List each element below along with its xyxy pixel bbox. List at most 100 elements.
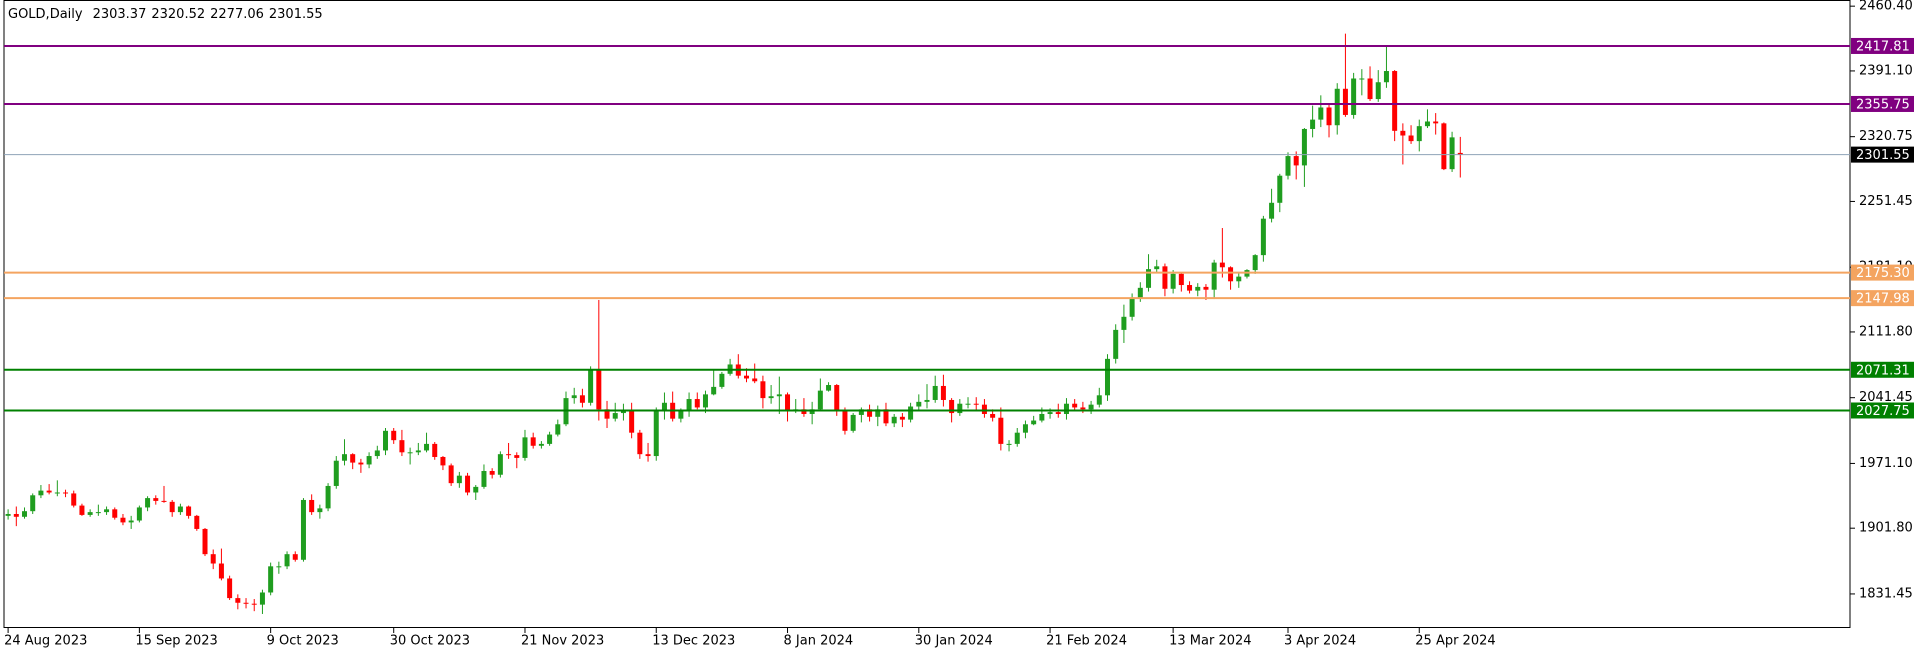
candle-body	[530, 437, 536, 446]
plot-frame	[3, 0, 1851, 628]
candle-body	[1014, 432, 1020, 444]
candle-body	[325, 485, 331, 509]
candle-body	[1162, 266, 1168, 289]
candle-body	[1441, 123, 1447, 170]
candle-body	[235, 598, 241, 603]
candle-body	[965, 403, 971, 405]
candle-body	[5, 513, 11, 516]
price-tag-label: 2301.55	[1856, 148, 1910, 163]
price-tag	[1851, 95, 1914, 112]
candle-body	[932, 385, 938, 400]
y-tick-label: 2111.80	[1859, 324, 1913, 339]
candle-body	[243, 602, 249, 604]
candle-body	[604, 409, 610, 419]
candle-body	[1457, 152, 1463, 155]
candle-body	[112, 509, 118, 518]
candle-body	[145, 498, 151, 508]
candle-body	[268, 566, 274, 593]
candle-body	[251, 603, 257, 605]
candle-body	[547, 434, 553, 444]
candle-body	[1236, 276, 1242, 282]
candle-body	[1252, 255, 1258, 271]
candle-body	[424, 443, 430, 451]
candle-body	[317, 508, 323, 513]
candle-body	[1031, 420, 1037, 425]
candle-body	[1293, 156, 1299, 166]
candle-body	[481, 471, 487, 487]
price-tag-label: 2355.75	[1856, 97, 1910, 112]
candle-body	[694, 399, 700, 408]
candle-body	[555, 424, 561, 435]
candle-body	[440, 456, 446, 466]
candle-body	[620, 410, 626, 414]
candle-body	[1088, 404, 1094, 410]
candle-body	[1022, 424, 1028, 433]
price-tag-label: 2071.31	[1856, 363, 1910, 378]
candle-body	[1392, 71, 1398, 131]
candle-body	[63, 492, 69, 494]
candle-body	[1400, 130, 1406, 136]
candle-body	[506, 454, 512, 456]
candle-body	[949, 399, 955, 414]
candle-body	[801, 409, 807, 414]
candle-body	[1047, 412, 1053, 414]
candle-body	[1129, 298, 1135, 317]
candle-body	[661, 402, 667, 412]
y-tick-label: 2251.45	[1859, 194, 1913, 209]
candle-body	[1342, 88, 1348, 115]
candle-body	[30, 495, 36, 512]
candle-body	[1449, 137, 1455, 170]
candle-body	[998, 417, 1004, 444]
candle-body	[1351, 78, 1357, 115]
candle-body	[177, 506, 183, 513]
candle-body	[13, 513, 19, 517]
candle-body	[719, 373, 725, 387]
price-tag	[1851, 264, 1914, 281]
candle-body	[1063, 403, 1069, 414]
y-tick-label: 2320.75	[1859, 129, 1913, 144]
candle-body	[1433, 121, 1439, 124]
candle-body	[858, 409, 864, 415]
candle-body	[432, 443, 438, 457]
candle-body	[596, 369, 602, 410]
candle-body	[292, 554, 298, 560]
price-tag-label: 2175.30	[1856, 266, 1910, 281]
x-tick-label: 30 Jan 2024	[915, 634, 993, 649]
candle-body	[817, 390, 823, 410]
candle-body	[1424, 121, 1430, 127]
candle-body	[227, 578, 233, 599]
candle-body	[653, 411, 659, 457]
price-tag	[1851, 146, 1914, 163]
candle-body	[276, 566, 282, 568]
candle-body	[768, 396, 774, 399]
candle-body	[1416, 126, 1422, 142]
candle-body	[169, 501, 175, 513]
candle-body	[1310, 119, 1316, 129]
candle-body	[366, 456, 372, 465]
price-tag-label: 2027.75	[1856, 404, 1910, 419]
x-tick-label: 13 Mar 2024	[1169, 634, 1251, 649]
y-tick-label: 1901.80	[1859, 521, 1913, 536]
y-tick-label: 1831.45	[1859, 586, 1913, 601]
candle-body	[711, 386, 717, 395]
low-value: 2277.06	[210, 7, 264, 22]
candle-body	[1195, 286, 1201, 291]
candle-body	[514, 455, 520, 458]
candle-body	[1096, 395, 1102, 405]
price-tag-label: 2417.81	[1856, 39, 1910, 54]
candle-body	[350, 454, 356, 463]
price-tag	[1851, 290, 1914, 307]
candle-body	[54, 492, 60, 494]
candle-body	[1375, 82, 1381, 100]
candle-body	[128, 520, 134, 523]
candle-body	[497, 454, 503, 475]
candle-body	[637, 432, 643, 455]
x-tick-label: 25 Apr 2024	[1415, 634, 1495, 649]
candle-body	[309, 499, 315, 513]
candle-body	[924, 399, 930, 402]
candle-body	[1285, 156, 1291, 176]
candle-body	[1326, 107, 1332, 126]
candle-body	[612, 413, 618, 419]
